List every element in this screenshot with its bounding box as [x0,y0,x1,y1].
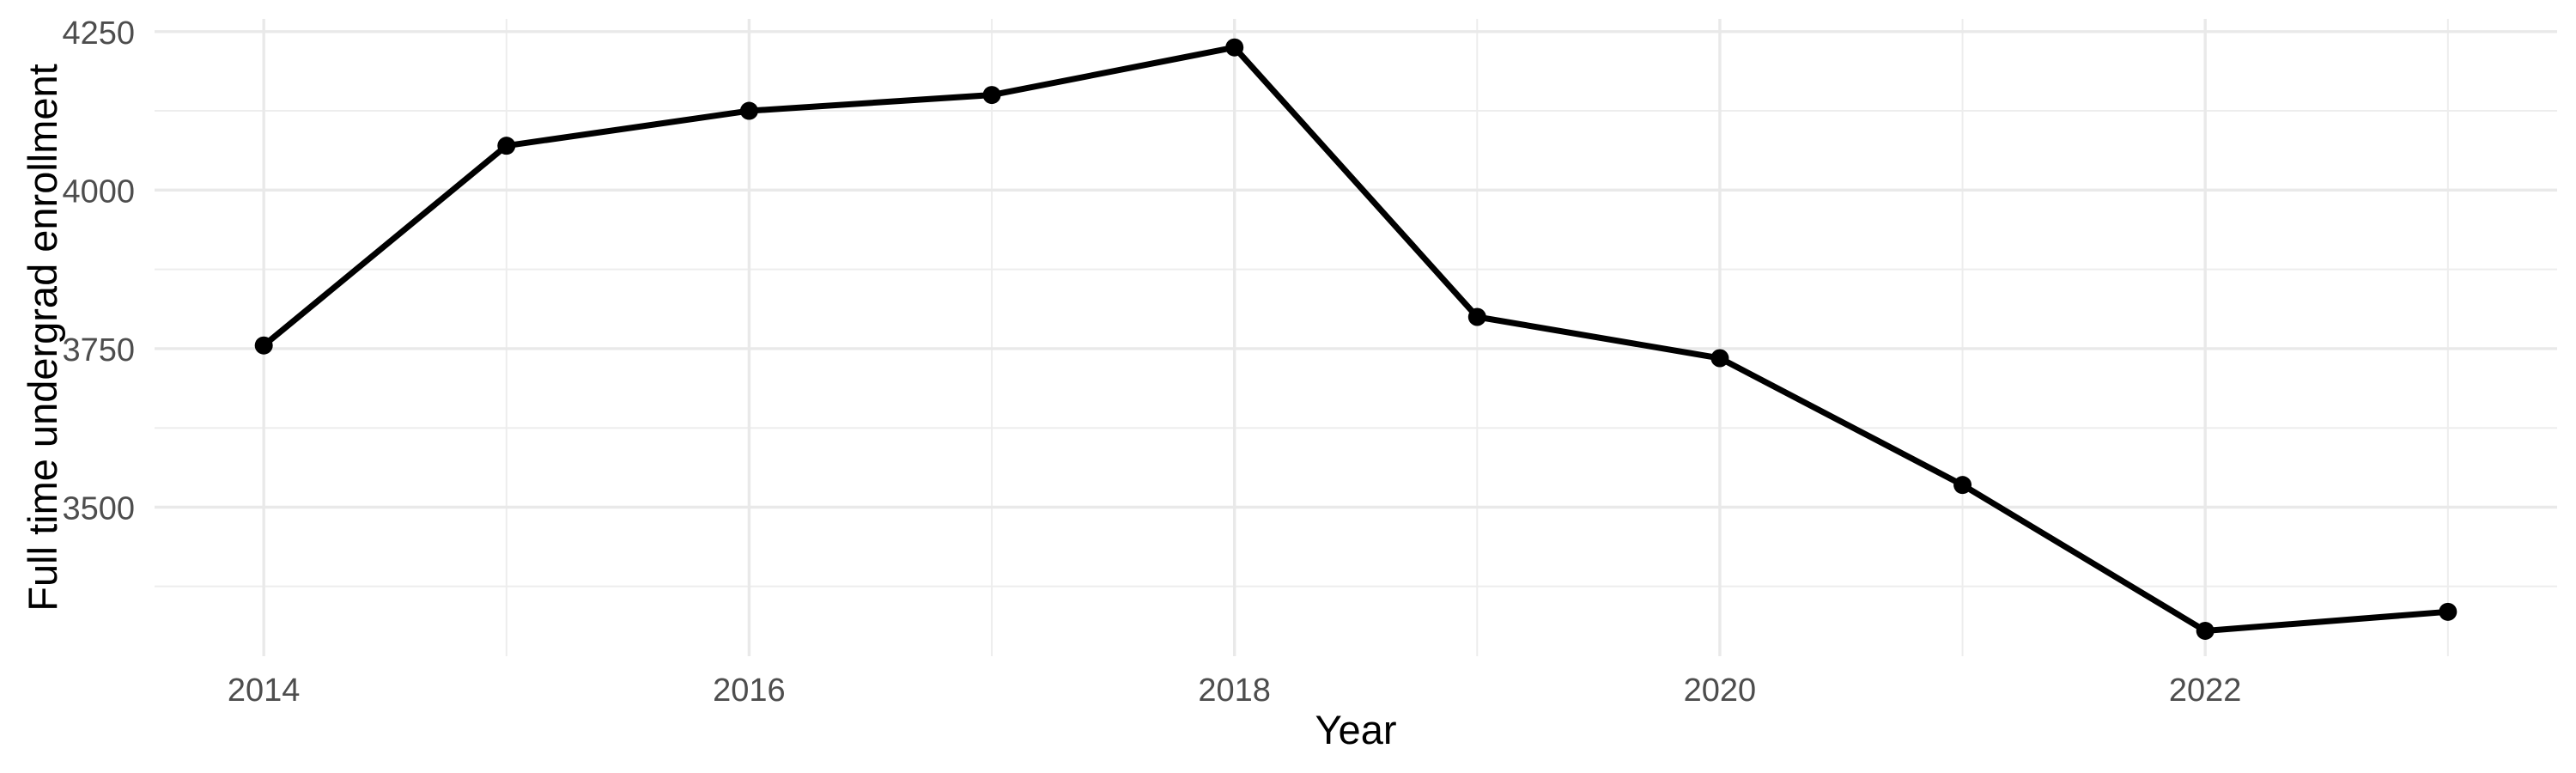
y-axis-title: Full time undergrad enrollment [20,64,65,611]
data-point-2015 [497,137,516,155]
data-point-2023 [2439,602,2458,621]
line-full-time-undergrad-enrollment [261,44,2449,634]
x-tick-label-2016: 2016 [713,673,786,709]
data-point-2017 [982,86,1001,105]
x-tick-label-2014: 2014 [228,673,301,709]
x-tick-label-2018: 2018 [1198,673,1271,709]
x-axis-title: Year [1315,707,1397,752]
y-tick-label-4000: 4000 [62,173,135,210]
data-point-2020 [1710,349,1729,368]
major-gridlines [155,19,2557,656]
data-point-2016 [739,101,758,120]
y-tick-label-3750: 3750 [62,332,135,368]
y-tick-label-3500: 3500 [62,490,135,526]
minor-gridlines [155,19,2557,656]
enrollment-line-series [261,44,2449,634]
enrollment-data-points [254,38,2458,640]
data-point-2018 [1225,38,1244,57]
x-tick-label-2020: 2020 [1684,673,1757,709]
x-axis-tick-labels: 2014 2016 2018 2020 2022 [228,673,2242,709]
data-point-2019 [1467,307,1486,326]
y-tick-label-4250: 4250 [62,15,135,52]
data-point-2014 [254,336,273,355]
data-point-2021 [1953,476,1972,495]
x-tick-label-2022: 2022 [2169,673,2242,709]
data-point-2022 [2196,621,2215,640]
y-axis-tick-labels: 3500 3750 4000 4250 [62,15,135,527]
